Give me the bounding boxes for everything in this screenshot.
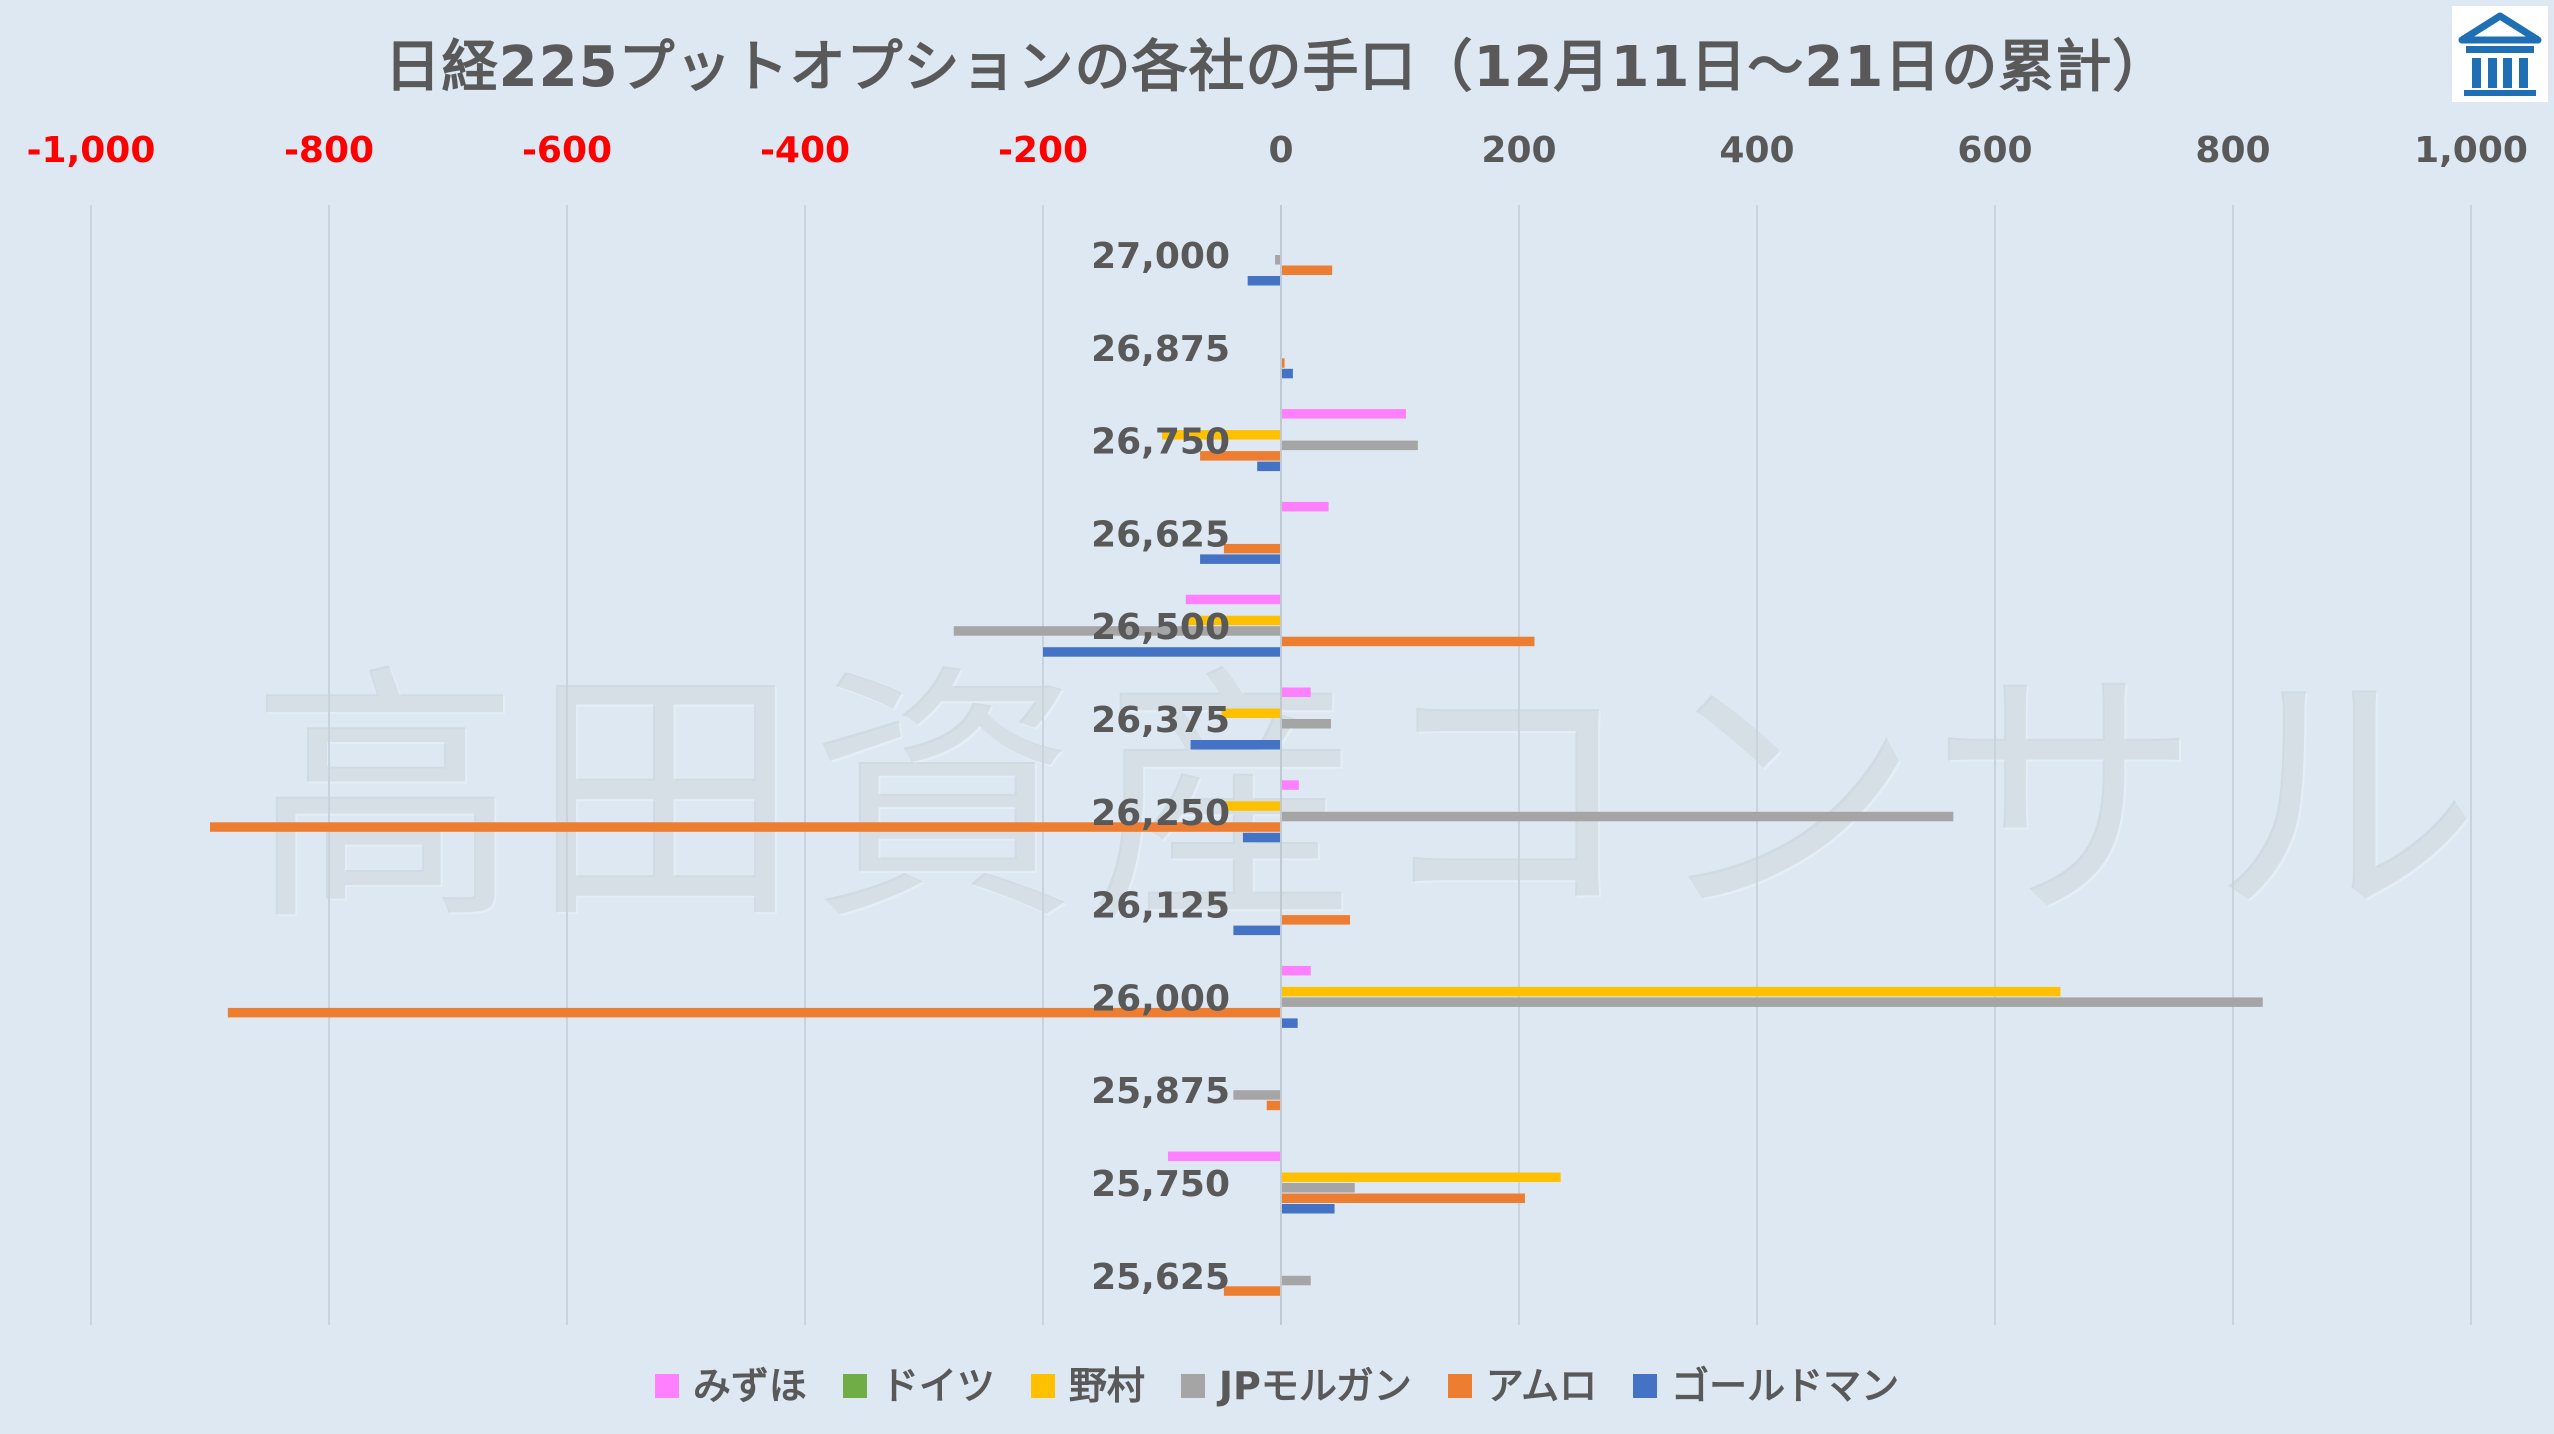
- bar-みずほ-25,750: [1167, 1151, 1281, 1161]
- legend: みずほ ドイツ 野村 JPモルガン アムロ ゴールドマン: [0, 1355, 2554, 1410]
- bar-ゴールドマン-26,250: [1242, 832, 1281, 843]
- legend-swatch: [842, 1373, 867, 1398]
- x-tick-label: -200: [998, 130, 1088, 171]
- legend-swatch: [1030, 1373, 1055, 1398]
- bar-野村-26,375: [1221, 708, 1281, 718]
- x-tick-label: 400: [1719, 130, 1794, 171]
- bar-ゴールドマン-26,000: [1281, 1018, 1298, 1028]
- bar-アムロ-25,625: [1223, 1286, 1281, 1296]
- legend-label: ゴールドマン: [1671, 1364, 1900, 1408]
- legend-label: みずほ: [692, 1364, 807, 1408]
- chart-title: 日経225プットオプションの各社の手口（12月11日～21日の累計）: [384, 35, 2170, 100]
- bar-JPモルガン-26,500: [953, 626, 1281, 636]
- y-category-label: 27,000: [1091, 236, 1230, 277]
- x-tick-label: -800: [284, 130, 374, 171]
- bar-ゴールドマン-27,000: [1247, 276, 1281, 286]
- legend-label: アムロ: [1485, 1364, 1598, 1408]
- y-category-label: 26,000: [1091, 978, 1230, 1019]
- bar-JPモルガン-25,625: [1281, 1275, 1311, 1286]
- bar-みずほ-26,500: [1185, 594, 1281, 605]
- x-tick-label: -600: [522, 130, 612, 171]
- legend-item: ゴールドマン: [1633, 1355, 1899, 1410]
- bar-アムロ-26,500: [1281, 636, 1535, 647]
- y-category-label: 25,875: [1091, 1071, 1230, 1112]
- bar-野村-25,750: [1281, 1172, 1561, 1182]
- bar-JPモルガン-27,000: [1275, 255, 1281, 265]
- legend-label: JPモルガン: [1218, 1364, 1412, 1408]
- y-category-label: 26,750: [1091, 422, 1230, 463]
- bar-アムロ-26,875: [1281, 358, 1285, 368]
- bar-ゴールドマン-25,750: [1281, 1204, 1335, 1214]
- legend-item: ドイツ: [842, 1355, 995, 1410]
- legend-item: アムロ: [1447, 1355, 1598, 1410]
- bar-ゴールドマン-26,125: [1233, 925, 1281, 936]
- y-category-label: 26,375: [1091, 700, 1230, 741]
- bar-ゴールドマン-26,750: [1257, 461, 1281, 472]
- y-category-label: 26,125: [1091, 886, 1230, 927]
- y-category-label: 26,875: [1091, 329, 1230, 370]
- bar-ゴールドマン-26,375: [1190, 740, 1281, 750]
- legend-label: ドイツ: [880, 1364, 995, 1408]
- bar-アムロ-25,750: [1281, 1193, 1525, 1203]
- bar-JPモルガン-26,250: [1281, 811, 1954, 822]
- bar-JPモルガン-26,375: [1281, 719, 1331, 729]
- bar-JPモルガン-25,750: [1281, 1183, 1355, 1193]
- bar-アムロ-26,250: [210, 822, 1281, 832]
- legend-swatch: [1180, 1373, 1205, 1398]
- legend-swatch: [654, 1373, 679, 1398]
- bar-みずほ-26,750: [1281, 409, 1406, 419]
- x-tick-label: 0: [1268, 130, 1293, 171]
- bar-野村-26,750: [1162, 430, 1281, 440]
- bar-JPモルガン-26,750: [1281, 440, 1418, 451]
- legend-item: 野村: [1030, 1355, 1145, 1410]
- bar-アムロ-26,000: [227, 1007, 1282, 1018]
- y-category-label: 26,500: [1091, 607, 1230, 648]
- bar-ゴールドマン-26,625: [1200, 554, 1281, 564]
- bar-アムロ-26,125: [1281, 915, 1351, 925]
- y-category-label: 25,625: [1091, 1257, 1230, 1298]
- x-tick-label: 600: [1957, 130, 2032, 171]
- legend-label: 野村: [1068, 1364, 1145, 1408]
- legend-item: JPモルガン: [1180, 1355, 1412, 1410]
- bar-みずほ-26,375: [1281, 687, 1311, 697]
- bar-みずほ-26,625: [1281, 501, 1329, 512]
- legend-swatch: [1447, 1373, 1472, 1398]
- bar-アムロ-25,875: [1266, 1100, 1281, 1111]
- bar-JPモルガン-26,000: [1281, 997, 2263, 1007]
- bar-ゴールドマン-26,500: [1043, 647, 1281, 657]
- bar-野村-26,000: [1281, 986, 2061, 997]
- bar-アムロ-26,625: [1223, 543, 1281, 554]
- y-category-label: 25,750: [1091, 1164, 1230, 1205]
- company-logo: [2452, 6, 2548, 102]
- bar-JPモルガン-25,875: [1233, 1090, 1281, 1100]
- x-tick-label: -400: [760, 130, 850, 171]
- bar-みずほ-26,250: [1281, 780, 1299, 790]
- bar-野村-26,250: [1221, 801, 1281, 811]
- x-tick-label: 800: [2195, 130, 2270, 171]
- x-tick-label: -1,000: [27, 130, 156, 171]
- legend-item: みずほ: [654, 1355, 807, 1410]
- bar-アムロ-27,000: [1281, 265, 1333, 275]
- x-tick-label: 1,000: [2414, 130, 2528, 171]
- x-tick-label: 200: [1481, 130, 1556, 171]
- bar-野村-26,500: [1185, 615, 1281, 626]
- legend-swatch: [1633, 1373, 1658, 1398]
- bar-みずほ-26,000: [1281, 965, 1311, 976]
- bar-ゴールドマン-26,875: [1281, 368, 1293, 379]
- y-category-label: 26,250: [1091, 793, 1230, 834]
- bar-アムロ-26,750: [1200, 451, 1281, 461]
- y-category-label: 26,625: [1091, 514, 1230, 555]
